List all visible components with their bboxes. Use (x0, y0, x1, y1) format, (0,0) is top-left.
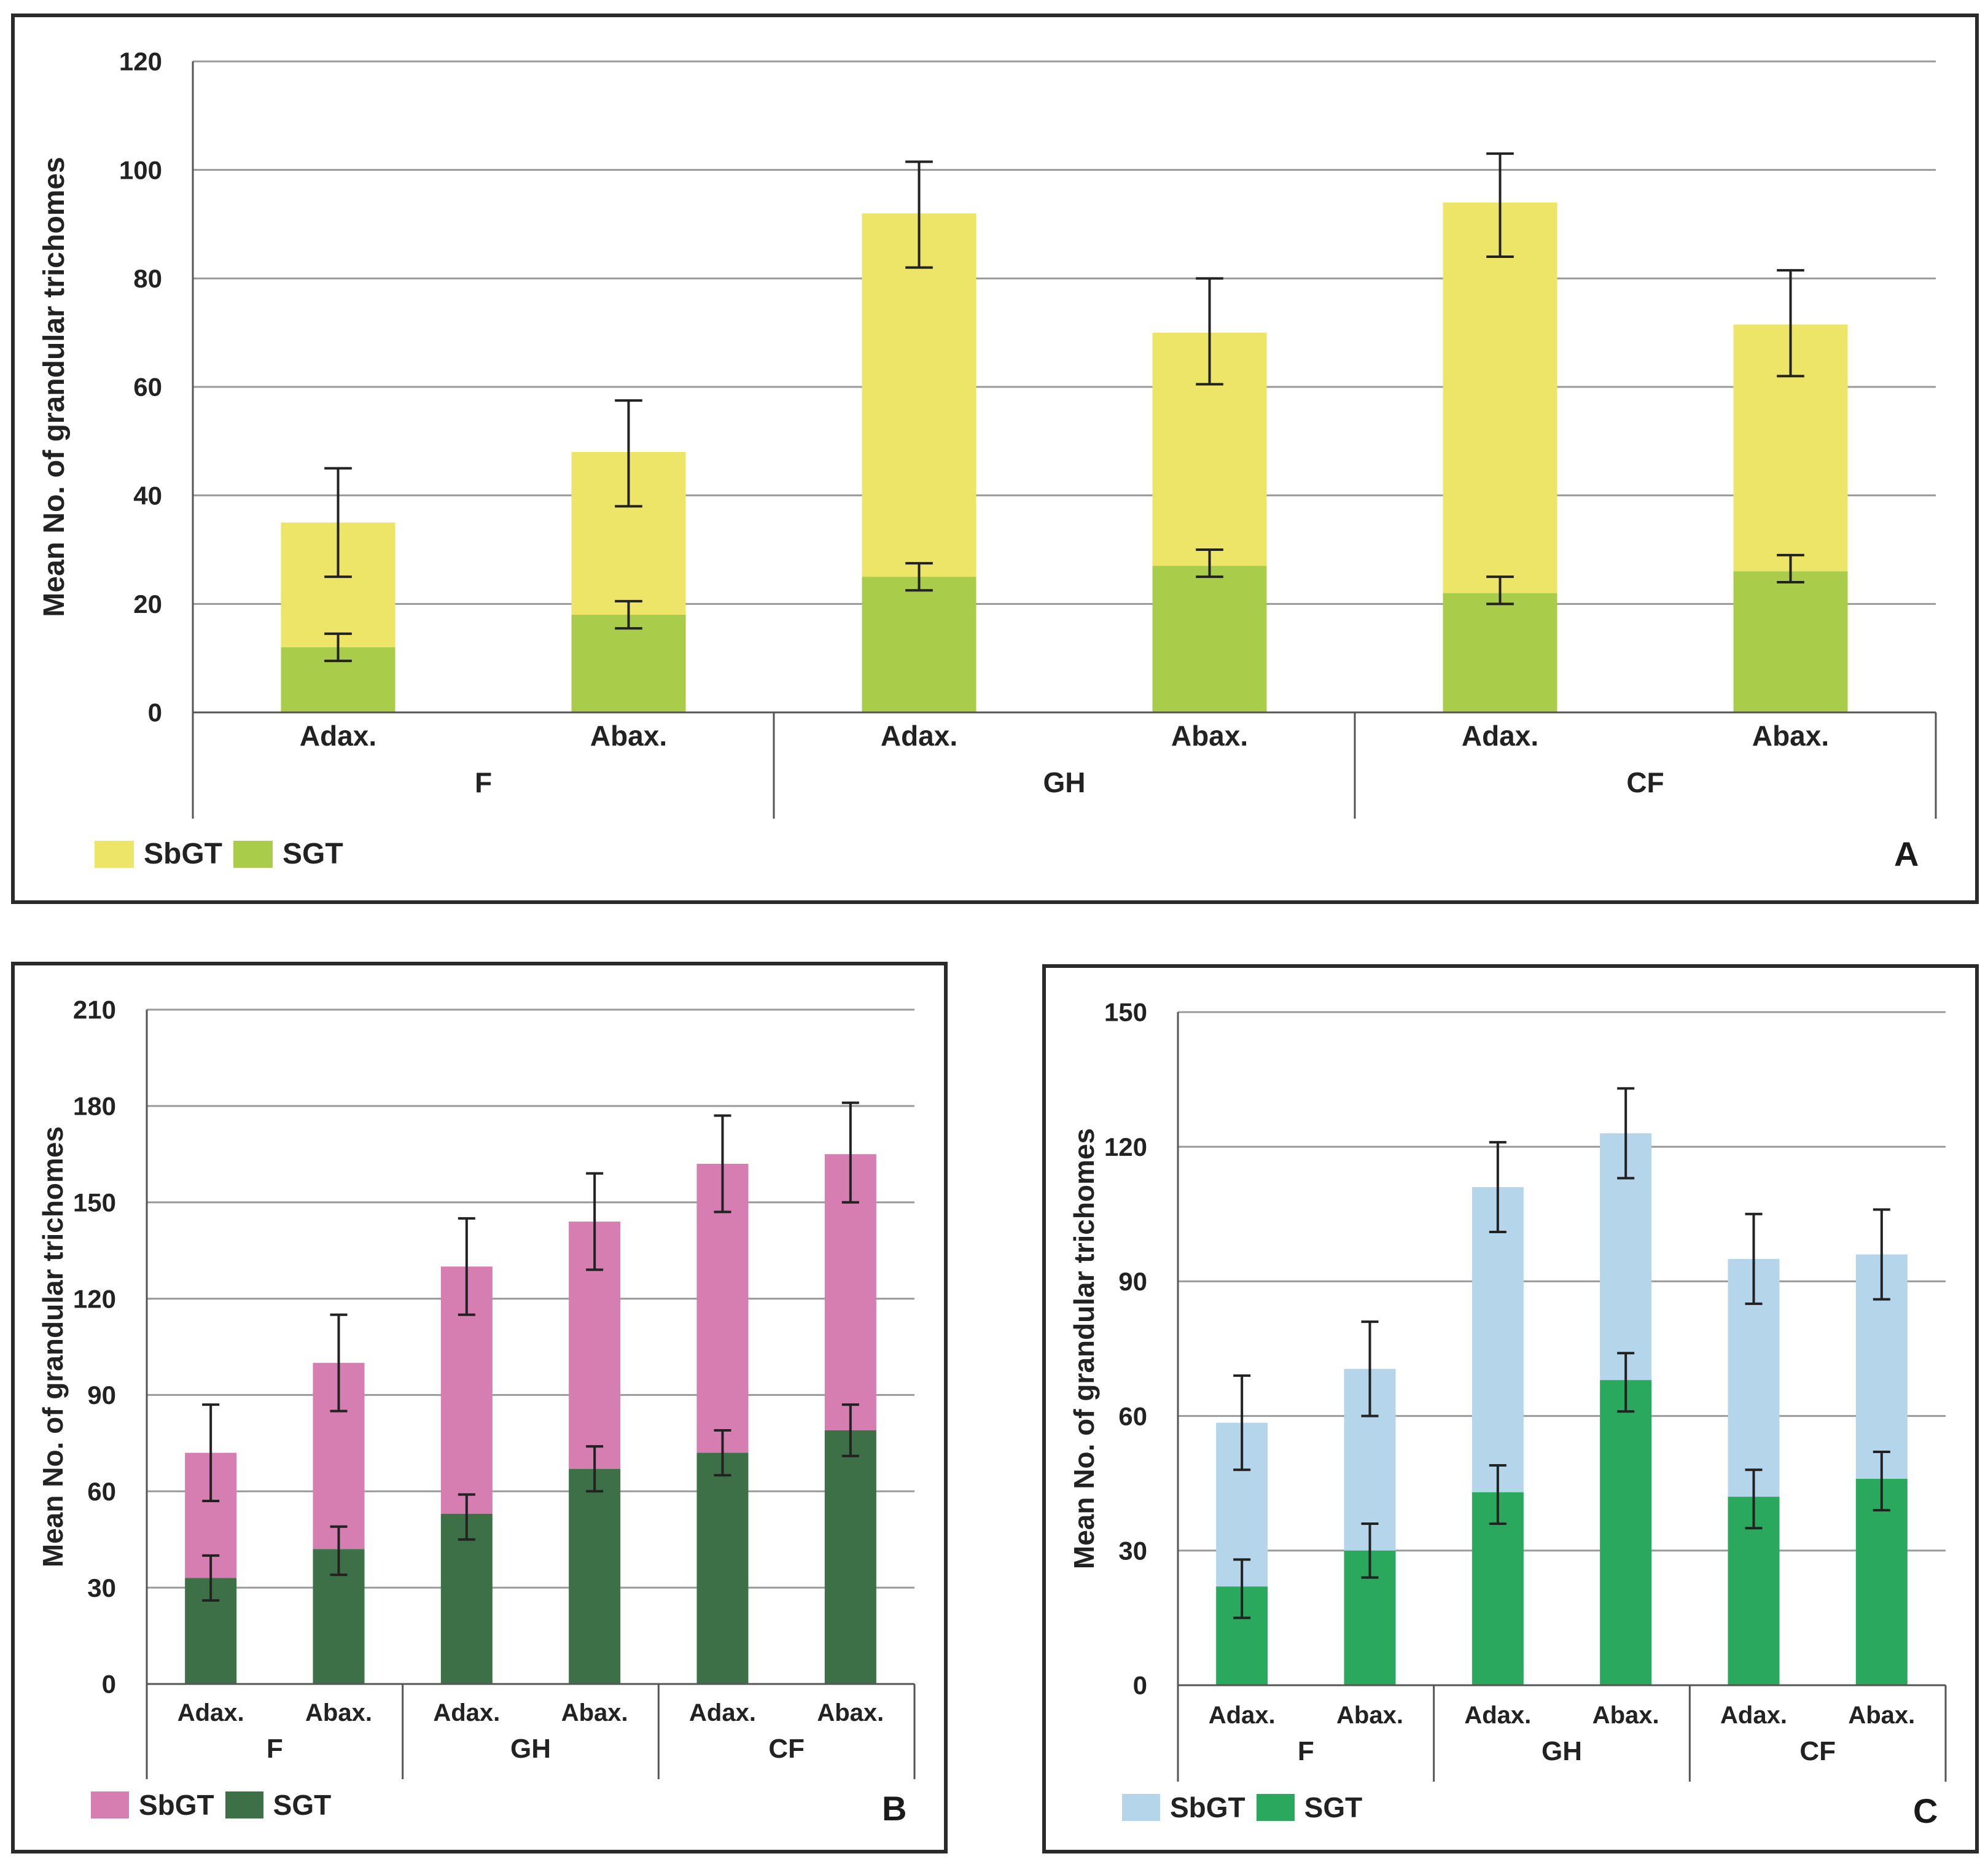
chart-c-svg: 0 30 60 90 120 150 Mean No. of grandular trich… (1068, 998, 1947, 1782)
bar-sgt-c-5 (1855, 1478, 1908, 1685)
panel-c-letter: C (1913, 1791, 1938, 1830)
y-tick-label-a-60: 60 (133, 373, 162, 402)
bar-sgt-b-5 (824, 1430, 876, 1684)
legend-b-sbgt-swatch (91, 1791, 129, 1818)
legend-a: SbGT SGT (95, 837, 343, 871)
group-label-b-f: F (267, 1734, 283, 1764)
y-tick-label-a-80: 80 (133, 264, 162, 293)
bar-sgt-a-5 (1733, 571, 1848, 712)
legend-c-sbgt-label: SbGT (1170, 1791, 1245, 1823)
panel-a-chart: 0 20 40 60 80 100 120 Mean No. of grandular tri… (11, 14, 1979, 904)
category-label-c-5: Abax. (1848, 1702, 1915, 1729)
bar-sgt-a-1 (571, 615, 686, 712)
legend-c-sgt-label: SGT (1304, 1791, 1363, 1823)
category-label-c-2: Adax. (1464, 1702, 1531, 1729)
y-axis-label-b: Mean No. of grandular trichomes (37, 1126, 69, 1567)
legend-b-sgt-swatch (225, 1791, 263, 1818)
bar-sbgt-a-2 (862, 213, 976, 577)
category-label-a-2: Adax. (881, 720, 957, 752)
y-tick-label-b-150: 150 (73, 1188, 116, 1217)
category-label-c-0: Adax. (1209, 1702, 1276, 1729)
y-tick-label-b-60: 60 (87, 1477, 116, 1506)
category-label-c-4: Adax. (1720, 1702, 1787, 1729)
legend-a-sgt: SGT (233, 837, 343, 871)
group-label-c-f: F (1298, 1736, 1314, 1766)
panel-a-letter: A (1894, 835, 1919, 873)
y-tick-label-a-20: 20 (133, 590, 162, 618)
group-label-b-gh: GH (510, 1734, 551, 1764)
legend-b-sbgt-label: SbGT (139, 1789, 214, 1821)
panel-b-chart: 0 30 60 90 120 150 180 210 Mean No. of grandular… (11, 962, 948, 1853)
y-tick-label-b-90: 90 (87, 1381, 116, 1409)
y-tick-label-c-60: 60 (1118, 1401, 1147, 1430)
category-label-b-1: Abax. (305, 1699, 372, 1726)
legend-a-sbgt: SbGT (95, 837, 222, 871)
legend-c-sbgt: SbGT (1122, 1791, 1245, 1824)
group-label-a-cf: CF (1626, 766, 1664, 798)
bar-sgt-b-4 (696, 1452, 749, 1684)
legend-c: SbGT SGT (1122, 1791, 1362, 1824)
y-tick-label-a-40: 40 (133, 481, 162, 510)
legend-c-sgt: SGT (1256, 1791, 1363, 1824)
group-label-a-gh: GH (1043, 766, 1086, 798)
group-label-c-cf: CF (1799, 1736, 1836, 1766)
y-tick-label-c-150: 150 (1104, 998, 1147, 1027)
category-label-a-0: Adax. (300, 720, 376, 752)
bar-sgt-a-3 (1152, 566, 1267, 712)
category-label-a-5: Abax. (1752, 720, 1829, 752)
legend-a-sgt-label: SGT (283, 838, 343, 870)
chart-b-svg: 0 30 60 90 120 150 180 210 Mean No. of grandular… (37, 996, 916, 1779)
legend-c-sbgt-swatch (1122, 1794, 1160, 1821)
legend-b: SbGT SGT (91, 1788, 331, 1822)
category-label-b-3: Abax. (561, 1699, 628, 1726)
chart-a-svg: 0 20 40 60 80 100 120 Mean No. of grandular tri… (38, 47, 1937, 819)
y-tick-label-b-0: 0 (102, 1670, 116, 1699)
y-tick-label-a-100: 100 (119, 155, 162, 184)
bar-sgt-c-3 (1600, 1380, 1652, 1685)
y-tick-label-a-120: 120 (119, 47, 162, 76)
y-tick-label-b-30: 30 (87, 1573, 116, 1602)
legend-b-sgt: SGT (225, 1788, 332, 1822)
category-label-c-3: Abax. (1592, 1702, 1659, 1729)
category-label-b-0: Adax. (177, 1699, 244, 1726)
y-axis-label-c: Mean No. of grandular trichomes (1068, 1128, 1100, 1569)
legend-a-sgt-swatch (233, 840, 273, 868)
y-axis-label-a: Mean No. of grandular trichomes (38, 157, 71, 617)
category-label-c-1: Abax. (1336, 1702, 1403, 1729)
bar-sgt-a-2 (862, 577, 976, 712)
y-tick-label-c-30: 30 (1118, 1537, 1147, 1565)
bar-sgt-b-3 (569, 1468, 621, 1684)
bar-sbgt-c-2 (1472, 1187, 1524, 1492)
legend-c-sgt-swatch (1256, 1794, 1295, 1821)
y-tick-label-a-0: 0 (148, 698, 162, 727)
y-tick-label-b-120: 120 (73, 1284, 116, 1313)
category-label-b-4: Adax. (689, 1699, 756, 1726)
y-tick-label-b-210: 210 (73, 996, 116, 1024)
bar-sgt-a-4 (1443, 593, 1557, 712)
legend-a-sbgt-swatch (95, 840, 134, 868)
category-label-b-5: Abax. (817, 1699, 884, 1726)
legend-b-sgt-label: SGT (273, 1789, 332, 1821)
y-tick-label-c-120: 120 (1104, 1132, 1147, 1161)
category-label-b-2: Adax. (433, 1699, 500, 1726)
legend-b-sbgt: SbGT (91, 1788, 214, 1822)
y-tick-label-c-0: 0 (1133, 1671, 1147, 1700)
legend-a-sbgt-label: SbGT (144, 838, 222, 870)
category-label-a-4: Adax. (1462, 720, 1538, 752)
category-label-a-3: Abax. (1171, 720, 1248, 752)
category-label-a-1: Abax. (590, 720, 667, 752)
group-label-a-f: F (475, 766, 492, 798)
group-label-b-cf: CF (768, 1734, 805, 1764)
panel-c-chart: 0 30 60 90 120 150 Mean No. of grandular trich… (1042, 964, 1979, 1853)
bar-sbgt-a-4 (1443, 202, 1557, 593)
panel-b-letter: B (882, 1789, 907, 1828)
group-label-c-gh: GH (1542, 1736, 1582, 1766)
bar-sgt-b-2 (440, 1513, 493, 1684)
y-tick-label-c-90: 90 (1118, 1267, 1147, 1296)
y-tick-label-b-180: 180 (73, 1092, 116, 1121)
